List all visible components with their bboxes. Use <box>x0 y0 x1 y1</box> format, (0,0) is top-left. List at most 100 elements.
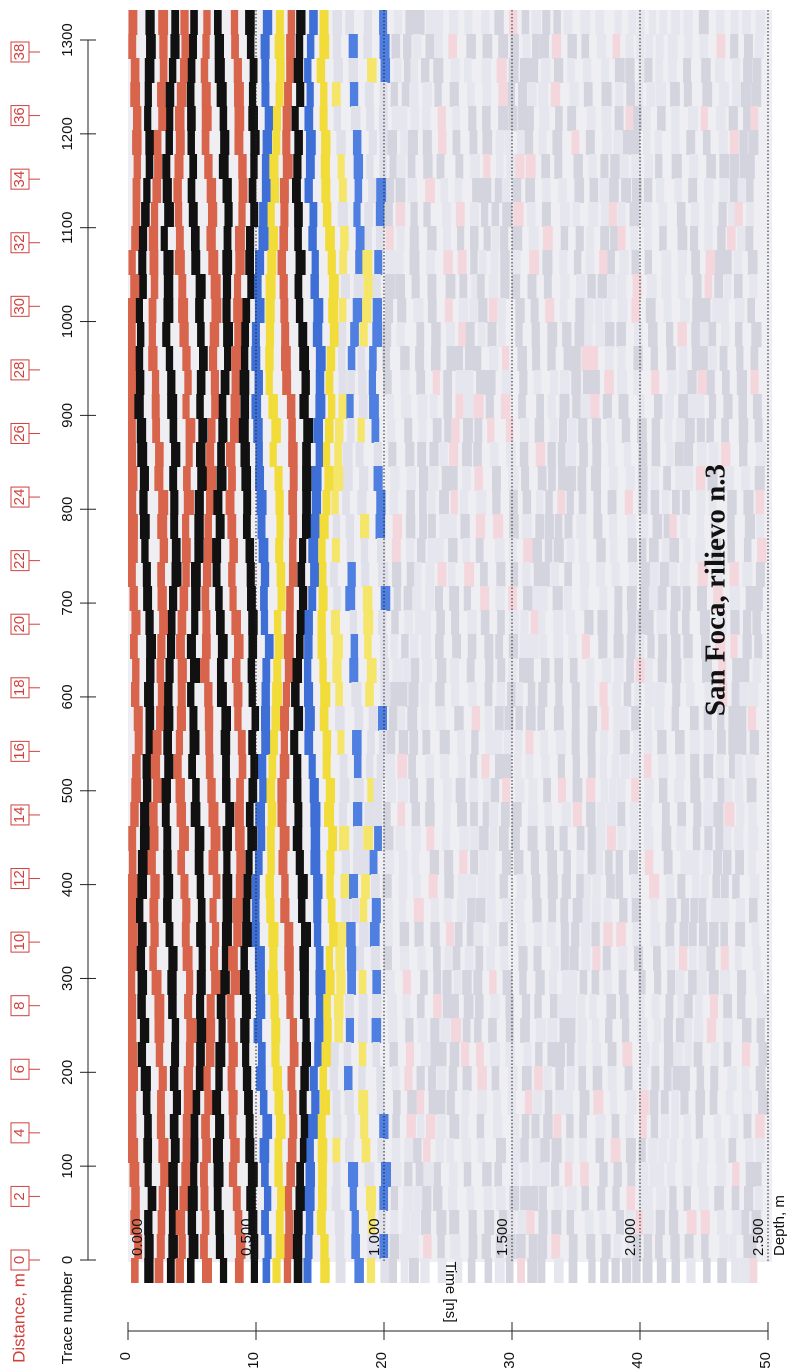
radargram-texture <box>331 1042 339 1067</box>
radargram-texture <box>169 1114 179 1139</box>
radargram-texture <box>203 10 211 35</box>
radargram-texture <box>217 442 225 467</box>
radargram-texture <box>658 778 668 803</box>
radargram-texture <box>642 1258 653 1283</box>
radargram-texture <box>722 370 730 395</box>
radargram-texture <box>200 1234 208 1259</box>
radargram-texture <box>128 850 137 875</box>
radargram-texture <box>446 922 454 947</box>
radargram-texture <box>148 226 159 251</box>
radargram-texture <box>464 946 474 971</box>
radargram-texture <box>576 274 586 299</box>
radargram-texture <box>427 490 436 515</box>
radargram-texture <box>358 394 368 419</box>
radargram-texture <box>303 1258 312 1283</box>
radargram-image <box>128 10 772 1283</box>
radargram-texture <box>264 106 274 131</box>
radargram-texture <box>398 106 408 131</box>
radargram-texture <box>130 274 141 299</box>
radargram-texture <box>706 1018 717 1043</box>
radargram-texture <box>357 418 365 443</box>
radargram-texture <box>622 1042 633 1067</box>
radargram-texture <box>438 130 447 155</box>
radargram-texture <box>581 394 590 419</box>
radargram-texture <box>342 442 353 467</box>
radargram-texture <box>450 1234 461 1259</box>
radargram-texture <box>351 1234 360 1259</box>
radargram-texture <box>173 754 182 779</box>
radargram-texture <box>460 514 470 539</box>
radargram-texture <box>288 442 298 467</box>
radargram-texture <box>609 466 618 491</box>
radargram-texture <box>544 802 553 827</box>
radargram-texture <box>226 994 235 1019</box>
radargram-texture <box>663 1042 674 1067</box>
radargram-texture <box>455 370 466 395</box>
radargram-texture <box>205 1042 215 1067</box>
radargram-texture <box>301 1042 311 1067</box>
radargram-texture <box>656 1258 667 1283</box>
radargram-texture <box>213 1186 222 1211</box>
radargram-texture <box>357 346 366 371</box>
radargram-texture <box>156 1114 166 1139</box>
radargram-texture <box>535 1042 543 1067</box>
radargram-texture <box>282 370 292 395</box>
radargram-texture <box>428 514 436 539</box>
radargram-texture <box>319 1066 328 1091</box>
radargram-texture <box>601 658 611 683</box>
radargram-texture <box>668 1210 679 1235</box>
radargram-texture <box>140 1066 151 1091</box>
radargram-texture <box>612 682 622 707</box>
radargram-texture <box>664 394 674 419</box>
radargram-texture <box>643 130 651 155</box>
radargram-texture <box>655 82 666 107</box>
radargram-texture <box>605 850 613 875</box>
radargram-texture <box>698 10 709 35</box>
radargram-texture <box>471 730 479 755</box>
radargram-texture <box>392 1114 400 1139</box>
radargram-texture <box>493 1090 502 1115</box>
radargram-texture <box>680 562 690 587</box>
radargram-texture <box>168 1210 177 1235</box>
radargram-texture <box>247 1162 258 1187</box>
radargram-texture <box>605 322 615 347</box>
radargram-texture <box>567 466 576 491</box>
radargram-texture <box>251 706 260 731</box>
radargram-texture <box>535 970 545 995</box>
radargram-texture <box>538 82 549 107</box>
radargram-texture <box>446 1138 454 1163</box>
radargram-texture <box>564 562 572 587</box>
radargram-texture <box>422 658 433 683</box>
radargram-texture <box>571 922 580 947</box>
radargram-texture <box>699 34 709 59</box>
radargram-texture <box>582 370 591 395</box>
radargram-texture <box>233 274 242 299</box>
radargram-texture <box>391 610 399 635</box>
radargram-texture <box>715 634 726 659</box>
radargram-texture <box>508 466 519 491</box>
radargram-texture <box>154 994 165 1019</box>
radargram-texture <box>735 850 744 875</box>
radargram-texture <box>651 994 660 1019</box>
radargram-texture <box>578 1138 587 1163</box>
radargram-texture <box>128 874 138 899</box>
radargram-texture <box>328 394 336 419</box>
radargram-texture <box>682 490 690 515</box>
radargram-texture <box>498 322 506 347</box>
radargram-texture <box>691 346 701 371</box>
radargram-texture <box>215 1042 226 1067</box>
radargram-texture <box>539 586 548 611</box>
radargram-texture <box>158 10 169 35</box>
radargram-texture <box>521 10 530 35</box>
radargram-texture <box>599 1210 607 1235</box>
radargram-texture <box>566 442 577 467</box>
radargram-texture <box>566 1210 575 1235</box>
radargram-texture <box>175 1210 186 1235</box>
radargram-texture <box>494 178 503 203</box>
radargram-texture <box>292 1234 303 1259</box>
radargram-texture <box>632 922 642 947</box>
radargram-texture <box>714 274 724 299</box>
radargram-texture <box>717 1210 727 1235</box>
radargram-texture <box>531 10 541 35</box>
radargram-texture <box>518 394 526 419</box>
